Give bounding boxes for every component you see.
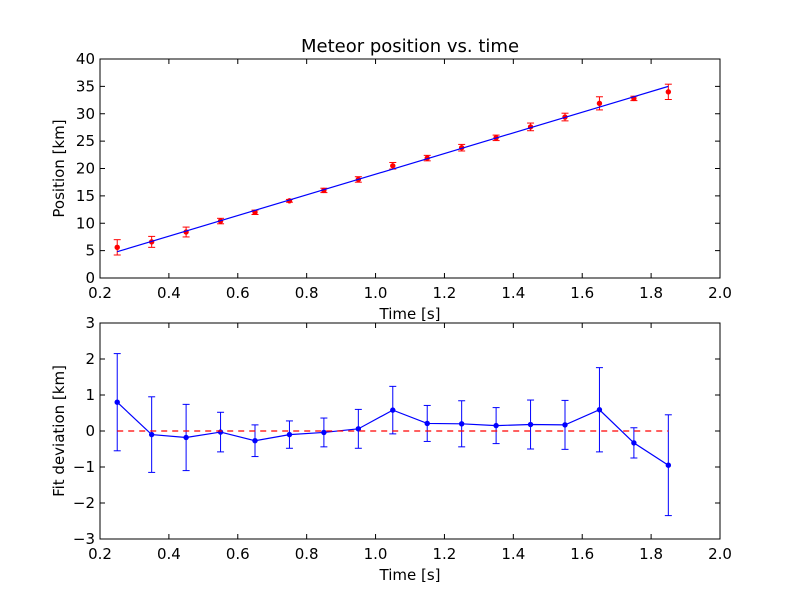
x-tick-label: 0.6: [226, 545, 250, 563]
y-tick-label: −1: [73, 458, 95, 476]
data-point: [665, 462, 672, 468]
y-tick-label: 30: [76, 105, 95, 123]
data-point: [493, 422, 499, 429]
data-point: [562, 422, 568, 428]
x-tick-label: 1.2: [433, 545, 457, 563]
y-tick-label: 15: [76, 187, 95, 205]
x-tick-label: 0.4: [157, 284, 181, 302]
data-point: [631, 440, 637, 446]
data-point: [114, 399, 120, 405]
y-axis-label: Position [km]: [50, 119, 68, 217]
data-point: [286, 431, 293, 438]
data-point: [596, 100, 603, 107]
x-tick-label: 1.4: [501, 545, 525, 563]
position-plot: 0.2 0.4 0.6 0.8 1.0 1.2 1.4 1.6 1.8 2.0 0 5 10 15 20 25…: [50, 36, 732, 323]
x-tick-label: 1.6: [570, 284, 594, 302]
data-point: [390, 407, 396, 413]
y-tick-label: 0: [85, 422, 95, 440]
y-tick-label: 25: [76, 132, 95, 150]
x-tick-label: 0.4: [157, 545, 181, 563]
x-axis-label: Time [s]: [379, 566, 441, 584]
y-tick-label: 10: [76, 214, 95, 232]
data-point: [114, 244, 120, 251]
x-tick-label: 2.0: [708, 545, 732, 563]
x-tick-label: 0.2: [88, 284, 112, 302]
x-tick-label: 0.6: [226, 284, 250, 302]
plot-frame: [99, 58, 721, 279]
y-tick-label: −2: [73, 494, 95, 512]
x-tick-label: 1.4: [501, 284, 525, 302]
y-tick-label: 2: [85, 350, 95, 368]
data-point: [527, 421, 534, 428]
data-point: [148, 431, 155, 438]
y-tick-label: 40: [76, 50, 95, 68]
fit-line: [117, 85, 669, 253]
data-point: [321, 429, 327, 436]
y-axis-label: Fit deviation [km]: [50, 365, 68, 497]
x-tick-label: 0.8: [295, 545, 319, 563]
y-tick-label: 5: [85, 242, 95, 260]
data-point: [355, 426, 362, 432]
x-tick-label: 2.0: [708, 284, 732, 302]
data-point: [183, 434, 189, 441]
data-point: [390, 163, 396, 169]
y-tick-label: 0: [85, 269, 95, 287]
x-tick-label: 1.0: [364, 545, 388, 563]
x-tick-label: 1.8: [639, 545, 663, 563]
x-tick-label: 1.0: [364, 284, 388, 302]
y-tick-label: 35: [76, 77, 95, 95]
data-point: [424, 420, 430, 427]
x-axis-label: Time [s]: [379, 305, 441, 323]
x-tick-label: 1.6: [570, 545, 594, 563]
data-point: [252, 438, 258, 444]
x-tick-label: 1.2: [433, 284, 457, 302]
data-point: [596, 407, 603, 413]
y-tick-label: 1: [85, 386, 95, 404]
deviation-plot: 0.2 0.4 0.6 0.8 1.0 1.2 1.4 1.6 1.8 2.0 −3 −2 −1 0 1 2 3…: [50, 314, 732, 584]
x-tick-label: 1.8: [639, 284, 663, 302]
data-point: [665, 89, 672, 95]
y-tick-label: −3: [73, 530, 95, 548]
data-point: [458, 421, 465, 427]
chart-title: Meteor position vs. time: [301, 36, 519, 57]
y-tick-label: 20: [76, 160, 95, 178]
x-tick-label: 0.2: [88, 545, 112, 563]
x-tick-label: 0.8: [295, 284, 319, 302]
y-tick-label: 3: [85, 314, 95, 332]
